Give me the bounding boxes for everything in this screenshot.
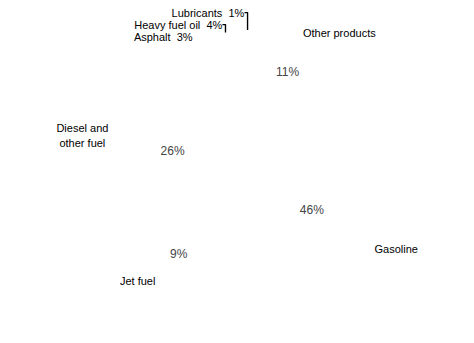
svg-text:Lubricants 1%: Lubricants 1% bbox=[172, 7, 245, 19]
svg-text:Asphalt 3%: Asphalt 3% bbox=[134, 31, 193, 43]
svg-text:Jet fuel: Jet fuel bbox=[120, 275, 155, 287]
svg-text:Diesel andother fuel: Diesel andother fuel bbox=[56, 122, 108, 148]
svg-text:Heavy fuel oil 4%: Heavy fuel oil 4% bbox=[134, 19, 222, 31]
svg-text:11%: 11% bbox=[276, 65, 299, 79]
svg-text:9%: 9% bbox=[170, 247, 188, 261]
svg-text:46%: 46% bbox=[300, 203, 324, 217]
svg-text:Gasoline: Gasoline bbox=[374, 243, 417, 255]
svg-text:26%: 26% bbox=[161, 144, 185, 158]
svg-text:Other products: Other products bbox=[303, 27, 376, 39]
